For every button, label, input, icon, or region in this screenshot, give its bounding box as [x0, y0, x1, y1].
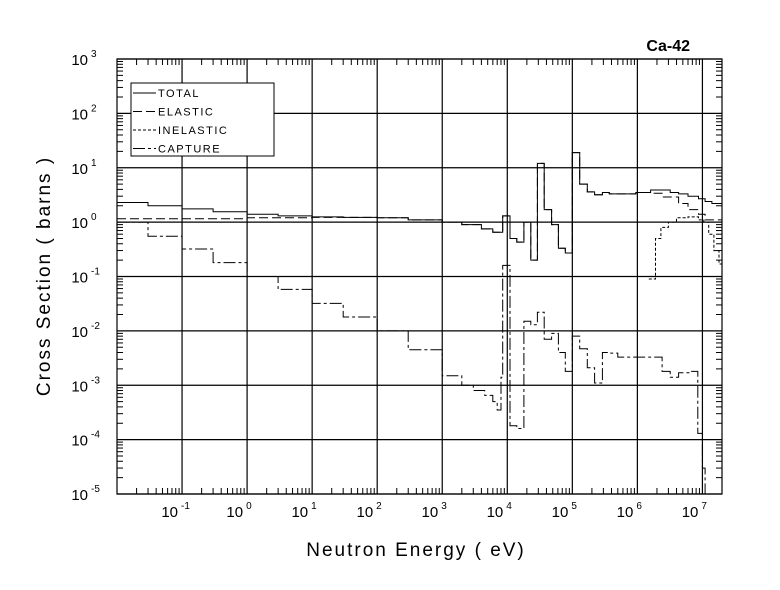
y-tick-label: 10	[71, 433, 88, 450]
y-tick-label: 10	[71, 487, 88, 504]
series-group	[117, 152, 722, 494]
y-tick-label: 10	[71, 161, 88, 178]
x-tick-exponent: 1	[311, 501, 317, 512]
legend-box	[130, 82, 275, 157]
legend-label-total: TOTAL	[158, 88, 200, 100]
legend-label-capture: CAPTURE	[158, 144, 221, 156]
legend-label-inelastic: INELASTIC	[158, 125, 228, 137]
x-axis-label: Neutron Energy ( eV)	[306, 540, 526, 561]
x-tick-exponent: 4	[506, 501, 512, 512]
minor-ticks	[117, 59, 723, 494]
series-capture-line	[117, 221, 706, 494]
x-tick-label: 10	[552, 504, 569, 521]
x-tick-exponent: 2	[376, 501, 382, 512]
y-tick-label: 10	[71, 106, 88, 123]
y-tick-label: 10	[71, 52, 88, 69]
chart-title: Ca-42	[646, 38, 690, 55]
x-tick-label: 10	[161, 504, 178, 521]
x-tick-exponent: 5	[571, 501, 577, 512]
y-tick-exponent: 3	[91, 49, 97, 60]
y-tick-exponent: 2	[91, 103, 97, 114]
series-inelastic-line	[648, 216, 722, 280]
x-tick-exponent: -1	[181, 501, 190, 512]
y-tick-exponent: -2	[91, 321, 100, 332]
y-axis-label: Cross Section ( barns )	[34, 156, 55, 396]
x-tick-label: 10	[487, 504, 504, 521]
x-tick-label: 10	[422, 504, 439, 521]
x-tick-labels: 10 -1 10 0 10 1 10 2 10 3 10 4 10 5 10 6 10 7	[161, 501, 707, 521]
series-elastic-line	[117, 152, 722, 261]
y-tick-exponent: -3	[91, 375, 100, 386]
y-tick-exponent: -1	[91, 267, 100, 278]
x-tick-label: 10	[356, 504, 373, 521]
y-tick-exponent: 0	[91, 212, 97, 223]
x-tick-exponent: 0	[246, 501, 252, 512]
x-tick-label: 10	[291, 504, 308, 521]
series-total-line	[117, 152, 722, 261]
plot-frame	[116, 58, 723, 495]
y-tick-label: 10	[71, 215, 88, 232]
legend-label-elastic: ELASTIC	[158, 107, 214, 119]
y-tick-label: 10	[71, 270, 88, 287]
x-tick-label: 10	[617, 504, 634, 521]
y-tick-label: 10	[71, 324, 88, 341]
x-tick-label: 10	[682, 504, 699, 521]
y-tick-label: 10	[71, 378, 88, 395]
x-tick-exponent: 7	[701, 501, 707, 512]
x-tick-exponent: 6	[636, 501, 642, 512]
y-tick-exponent: -4	[91, 430, 100, 441]
x-tick-label: 10	[226, 504, 243, 521]
x-tick-exponent: 3	[441, 501, 447, 512]
legend: TOTAL ELASTIC INELASTIC CAPTURE	[130, 82, 275, 157]
y-tick-exponent: 1	[91, 158, 97, 169]
y-tick-exponent: -5	[91, 484, 100, 495]
